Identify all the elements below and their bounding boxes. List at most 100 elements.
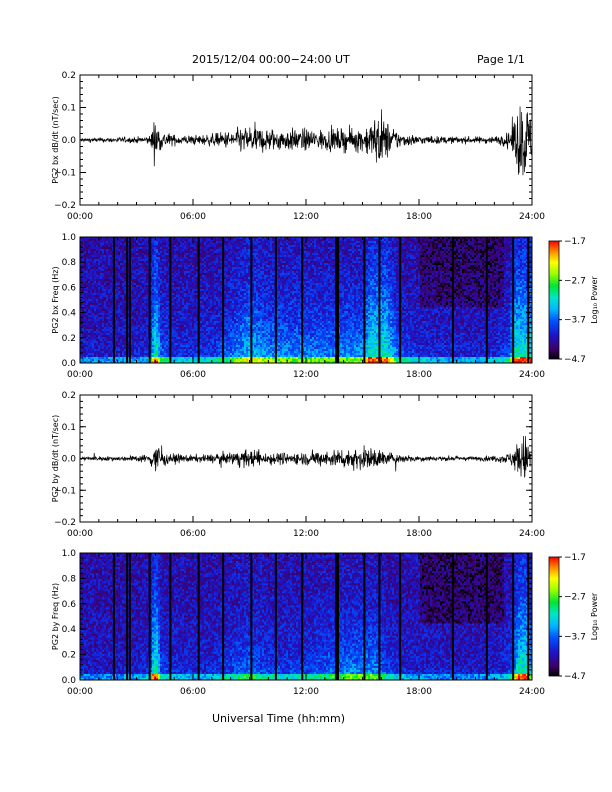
colorbar-tick-label: −1.7 <box>564 237 586 247</box>
data-gap <box>399 237 401 363</box>
x-tick-label: 18:00 <box>406 687 432 697</box>
colorbar-tick-label: −3.7 <box>564 632 586 642</box>
colorbar-tick-label: −3.7 <box>564 316 586 326</box>
x-tick-label: 24:00 <box>519 529 545 539</box>
data-gap <box>301 553 303 680</box>
data-gap <box>335 553 337 680</box>
y-tick-label: 0.0 <box>62 455 77 465</box>
x-tick-label: 24:00 <box>519 212 545 222</box>
x-tick-label: 00:00 <box>67 370 93 380</box>
data-gap <box>126 553 128 680</box>
colorbar-tick-label: −1.7 <box>564 553 586 563</box>
x-tick-label: 12:00 <box>293 687 319 697</box>
data-gap <box>129 237 131 363</box>
y-tick-label: 0.2 <box>62 334 76 344</box>
data-gap <box>126 237 128 363</box>
data-gap <box>363 237 365 363</box>
data-gap <box>337 237 339 363</box>
data-gap <box>169 237 171 363</box>
x-tick-label: 12:00 <box>293 212 319 222</box>
colorbar-tick-label: −2.7 <box>564 276 586 286</box>
spectrogram-cells <box>80 237 532 363</box>
colorbar <box>549 557 559 676</box>
data-gap <box>399 553 401 680</box>
colorbar-tick-label: −2.7 <box>564 593 586 603</box>
by-timeseries-panel: 00:00 06:00 12:00 18:00 24:000.20.10.0−0.1−0… <box>51 391 545 539</box>
data-gap <box>275 237 277 363</box>
y-tick-label: 0.6 <box>62 600 77 610</box>
data-gap <box>275 553 277 680</box>
data-gap <box>512 553 514 680</box>
x-tick-label: 18:00 <box>406 212 432 222</box>
data-gap <box>486 237 488 363</box>
colorbar-tick-label: −4.7 <box>564 355 586 365</box>
y-tick-label: 0.4 <box>62 625 77 635</box>
y-axis-label: PG2 by dB/dt (nT/sec) <box>51 415 60 502</box>
y-tick-label: 0.0 <box>62 676 77 686</box>
series-line <box>80 436 532 477</box>
y-tick-label: 0.1 <box>62 104 76 114</box>
plots-svg: 00:00 06:00 12:00 18:00 24:000.20.10.0−0.1−0… <box>0 0 612 792</box>
x-tick-label: 06:00 <box>180 529 206 539</box>
data-gap <box>113 553 115 680</box>
y-tick-label: 0.8 <box>62 574 77 584</box>
series-line <box>80 107 532 176</box>
y-tick-label: 0.4 <box>62 309 77 319</box>
x-tick-label: 24:00 <box>519 370 545 380</box>
data-gap <box>149 553 151 680</box>
y-tick-label: 0.8 <box>62 258 77 268</box>
data-gap <box>301 237 303 363</box>
spectrogram-cells <box>80 553 532 680</box>
data-gap <box>452 553 454 680</box>
colorbar <box>549 241 559 359</box>
x-tick-label: 06:00 <box>180 212 206 222</box>
y-tick-label: 0.0 <box>62 136 77 146</box>
bx-timeseries-panel: 00:00 06:00 12:00 18:00 24:000.20.10.0−0.1−0… <box>51 71 545 222</box>
y-tick-label: 0.2 <box>62 71 76 81</box>
y-axis-label: PG2 bx Freq (Hz) <box>51 266 60 333</box>
data-gap <box>113 237 115 363</box>
by-spectrogram-panel: −1.7 −2.7 −3.7 −4.7 Log₁₀ Power 00:00 06:00 12:… <box>51 549 599 697</box>
y-tick-label: 1.0 <box>62 549 77 559</box>
x-tick-label: 06:00 <box>180 370 206 380</box>
x-tick-label: 18:00 <box>406 529 432 539</box>
x-tick-label: 12:00 <box>293 370 319 380</box>
chart-page: 2015/12/04 00:00−24:00 UT Page 1/1 00:00… <box>0 0 612 792</box>
y-tick-label: −0.2 <box>54 518 76 528</box>
data-gap <box>250 553 252 680</box>
x-tick-label: 00:00 <box>67 687 93 697</box>
data-gap <box>337 553 339 680</box>
data-gap <box>198 553 200 680</box>
data-gap <box>363 553 365 680</box>
y-tick-label: 0.6 <box>62 283 77 293</box>
data-gap <box>486 553 488 680</box>
y-tick-label: 0.0 <box>62 359 77 369</box>
colorbar-label: Log₁₀ Power <box>590 592 599 640</box>
y-tick-label: 0.2 <box>62 651 76 661</box>
data-gap <box>250 237 252 363</box>
x-tick-label: 12:00 <box>293 529 319 539</box>
y-axis-label: PG2 bx dB/dt (nT/sec) <box>51 96 60 183</box>
colorbar-tick-label: −4.7 <box>564 672 586 682</box>
y-tick-label: 1.0 <box>62 233 77 243</box>
data-gap <box>378 237 380 363</box>
data-gap <box>222 237 224 363</box>
y-tick-label: 0.1 <box>62 423 76 433</box>
y-tick-label: −0.2 <box>54 201 76 211</box>
data-gap <box>169 553 171 680</box>
x-tick-label: 18:00 <box>406 370 432 380</box>
data-gap <box>335 237 337 363</box>
x-tick-label: 24:00 <box>519 687 545 697</box>
x-axis-title: Universal Time (hh:mm) <box>212 712 345 725</box>
data-gap <box>452 237 454 363</box>
data-gap <box>149 237 151 363</box>
x-tick-label: 06:00 <box>180 687 206 697</box>
y-tick-label: 0.2 <box>62 391 76 401</box>
data-gap <box>527 237 529 363</box>
data-gap <box>198 237 200 363</box>
data-gap <box>527 553 529 680</box>
data-gap <box>129 553 131 680</box>
x-tick-label: 00:00 <box>67 529 93 539</box>
y-axis-label: PG2 by Freq (Hz) <box>51 583 60 650</box>
